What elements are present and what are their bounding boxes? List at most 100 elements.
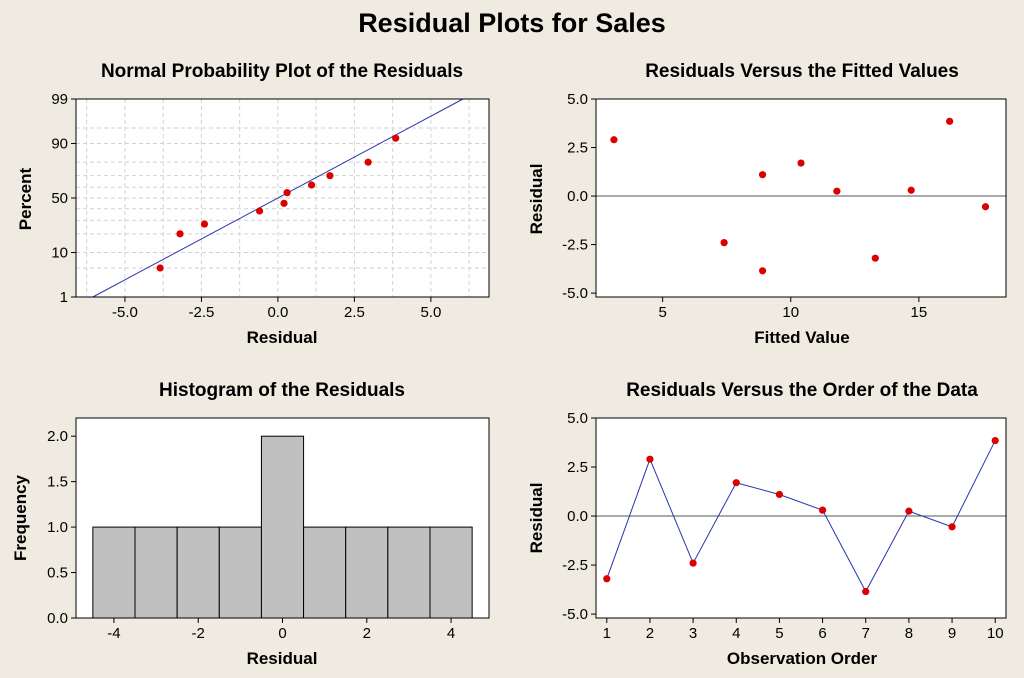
histogram-y-tick-label: 0.5	[47, 565, 68, 582]
normal-x-tick-label: -2.5	[188, 304, 214, 321]
order-y-tick-label: -5.0	[562, 606, 588, 623]
histogram-bar	[92, 526, 136, 619]
residuals-vs-order-panel: Residuals Versus the Order of the Data O…	[527, 380, 1007, 668]
fitted-x-tick-label: 10	[782, 304, 799, 321]
normal-probability-panel: Normal Probability Plot of the Residuals…	[16, 61, 490, 347]
fitted-plot-border	[595, 98, 1007, 298]
order-plot-area	[596, 418, 1006, 618]
order-data-point	[991, 436, 999, 445]
histogram-y-tick-label: 1.5	[47, 474, 68, 491]
normal-data-point	[280, 199, 288, 207]
order-y-tick-label: -2.5	[562, 557, 588, 574]
normal-data-point	[255, 207, 264, 215]
normal-fit-line	[92, 98, 464, 298]
order-x-tick-label: 5	[775, 625, 783, 642]
order-x-tick-label: 4	[732, 625, 740, 642]
order-data-point	[603, 575, 611, 583]
normal-y-tick-label: 90	[51, 135, 68, 152]
normal-data-point	[392, 134, 400, 142]
normal-data-point	[200, 220, 209, 228]
order-plot-ylabel: Residual	[527, 483, 546, 554]
histogram-bar	[345, 526, 389, 619]
order-data-point	[646, 455, 654, 463]
fitted-x-tick-label: 5	[658, 304, 666, 321]
histogram-bar	[429, 526, 473, 619]
normal-data-point	[364, 158, 372, 166]
histogram-bar	[303, 526, 347, 619]
normal-data-point	[176, 230, 184, 238]
fitted-y-tick-label: -2.5	[562, 237, 588, 254]
fitted-x-tick-label: 15	[911, 304, 928, 321]
fitted-data-point	[981, 203, 990, 211]
order-series-line	[606, 440, 996, 593]
order-y-tick-label: 2.5	[567, 459, 588, 476]
fitted-data-point	[720, 239, 728, 247]
normal-y-tick-label: 99	[51, 91, 68, 108]
order-x-tick-label: 3	[689, 625, 697, 642]
residuals-vs-fitted-panel: Residuals Versus the Fitted Values Fitte…	[527, 61, 1007, 347]
order-data-point	[862, 587, 870, 596]
order-data-point	[818, 506, 827, 514]
normal-x-tick-label: -5.0	[112, 304, 138, 321]
fitted-data-point	[907, 186, 915, 194]
histogram-x-tick-label: 4	[447, 625, 455, 642]
order-x-tick-label: 10	[987, 625, 1004, 642]
histogram-bar	[387, 526, 431, 619]
normal-plot-xlabel: Residual	[247, 328, 318, 347]
fitted-data-point	[758, 171, 767, 179]
histogram-title: Histogram of the Residuals	[159, 380, 405, 401]
order-plot-border	[595, 417, 1007, 619]
fitted-data-point	[871, 254, 879, 262]
order-x-tick-label: 2	[646, 625, 654, 642]
normal-plot-title: Normal Probability Plot of the Residuals	[101, 61, 463, 82]
histogram-bar	[134, 526, 178, 619]
histogram-y-tick-label: 0.0	[47, 610, 68, 627]
fitted-plot-title: Residuals Versus the Fitted Values	[645, 61, 959, 82]
histogram-x-tick-label: 2	[363, 625, 371, 642]
histogram-y-tick-label: 2.0	[47, 428, 68, 445]
fitted-plot-area	[596, 99, 1006, 297]
histogram-panel: Histogram of the Residuals Residual Freq…	[11, 380, 490, 668]
order-x-tick-label: 6	[818, 625, 826, 642]
histogram-bar	[218, 526, 262, 619]
normal-x-tick-label: 5.0	[420, 304, 441, 321]
normal-data-point	[283, 189, 291, 197]
normal-x-tick-label: 0.0	[267, 304, 288, 321]
order-x-tick-label: 1	[603, 625, 611, 642]
histogram-ylabel: Frequency	[11, 474, 30, 561]
fitted-y-tick-label: -5.0	[562, 285, 588, 302]
normal-x-tick-label: 2.5	[344, 304, 365, 321]
histogram-x-tick-label: -4	[107, 625, 120, 642]
normal-y-tick-label: 50	[51, 190, 68, 207]
fitted-y-tick-label: 5.0	[567, 91, 588, 108]
fitted-plot-ylabel: Residual	[527, 164, 546, 235]
order-data-point	[948, 523, 956, 531]
normal-data-point	[326, 172, 334, 180]
normal-plot-ylabel: Percent	[16, 167, 35, 230]
order-data-point	[775, 490, 784, 499]
fitted-data-point	[610, 136, 618, 144]
fitted-data-point	[946, 117, 954, 125]
order-plot-xlabel: Observation Order	[727, 649, 878, 668]
histogram-x-tick-label: -2	[192, 625, 205, 642]
order-data-point	[689, 559, 697, 567]
order-plot-title: Residuals Versus the Order of the Data	[626, 380, 978, 401]
normal-y-tick-label: 10	[51, 245, 68, 262]
fitted-data-point	[758, 267, 767, 275]
fitted-y-tick-label: 0.0	[567, 188, 588, 205]
normal-y-tick-label: 1	[60, 289, 68, 306]
order-data-point	[905, 507, 913, 515]
histogram-xlabel: Residual	[247, 649, 318, 668]
fitted-data-point	[833, 187, 841, 195]
order-x-tick-label: 8	[905, 625, 913, 642]
histogram-y-tick-label: 1.0	[47, 519, 68, 536]
normal-data-point	[156, 264, 164, 272]
histogram-x-tick-label: 0	[278, 625, 286, 642]
figure-title: Residual Plots for Sales	[358, 8, 666, 38]
histogram-bar	[176, 526, 220, 619]
normal-data-point	[307, 181, 316, 189]
order-x-tick-label: 7	[862, 625, 870, 642]
order-y-tick-label: 5.0	[567, 410, 588, 427]
order-x-tick-label: 9	[948, 625, 956, 642]
